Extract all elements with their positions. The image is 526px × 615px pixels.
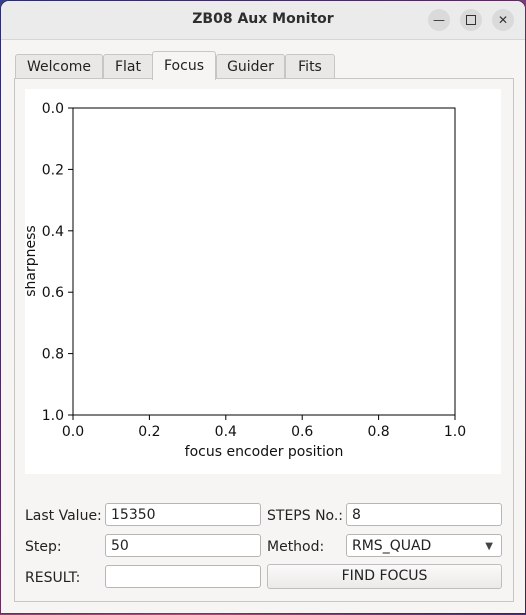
tab-guider[interactable]: Guider [216, 54, 285, 79]
y-tick-label: 0.6 [42, 285, 64, 301]
maximize-icon [466, 14, 476, 25]
maximize-button[interactable] [460, 9, 482, 31]
tab-flat[interactable]: Flat [103, 54, 153, 79]
title-bar: ZB08 Aux Monitor — ✕ [1, 1, 525, 40]
method-label: Method: [267, 539, 325, 555]
tab-fits[interactable]: Fits [285, 54, 335, 79]
chevron-down-icon: ▼ [485, 541, 493, 552]
method-value: RMS_QUAD [352, 538, 432, 554]
step-label: Step: [25, 539, 62, 555]
tab-focus[interactable]: Focus [152, 51, 216, 80]
y-tick-label: 1.0 [42, 408, 64, 424]
x-axis-label: focus encoder position [185, 444, 344, 460]
y-tick-label: 0.0 [42, 101, 64, 117]
steps-label: STEPS No.: [267, 508, 344, 524]
close-icon: ✕ [497, 13, 509, 27]
plot-area [72, 107, 456, 416]
last-value-field[interactable]: 15350 [105, 503, 261, 526]
close-button[interactable]: ✕ [492, 9, 514, 31]
window-title: ZB08 Aux Monitor [192, 11, 334, 27]
find-focus-button[interactable]: FIND FOCUS [267, 564, 502, 589]
result-field[interactable] [105, 565, 261, 588]
result-label: RESULT: [25, 570, 81, 586]
step-field[interactable]: 50 [105, 534, 261, 557]
x-tick-label: 0.0 [62, 424, 84, 440]
y-axis-label: sharpness [25, 225, 39, 296]
y-tick-label: 0.8 [42, 347, 64, 363]
x-tick-label: 0.4 [215, 424, 237, 440]
minimize-button[interactable]: — [428, 9, 450, 31]
method-select[interactable]: RMS_QUAD ▼ [346, 534, 502, 557]
focus-panel: 0.0 0.2 0.4 0.6 0.8 1.0 0.0 0.2 0.4 0.6 0.8 1.0 fo… [14, 78, 514, 602]
focus-chart: 0.0 0.2 0.4 0.6 0.8 1.0 0.0 0.2 0.4 0.6 0.8 1.0 fo… [23, 101, 466, 460]
focus-plot: 0.0 0.2 0.4 0.6 0.8 1.0 0.0 0.2 0.4 0.6 0.8 1.0 fo… [23, 89, 501, 474]
x-tick-label: 0.8 [367, 424, 389, 440]
minimize-icon: — [433, 13, 445, 27]
last-value-label: Last Value: [25, 508, 102, 524]
y-tick-label: 0.4 [42, 224, 64, 240]
x-tick-label: 0.2 [138, 424, 160, 440]
x-tick-label: 1.0 [444, 424, 466, 440]
steps-field[interactable]: 8 [346, 503, 502, 526]
y-tick-label: 0.2 [42, 162, 64, 178]
tab-welcome[interactable]: Welcome [15, 54, 103, 79]
x-tick-label: 0.6 [291, 424, 313, 440]
